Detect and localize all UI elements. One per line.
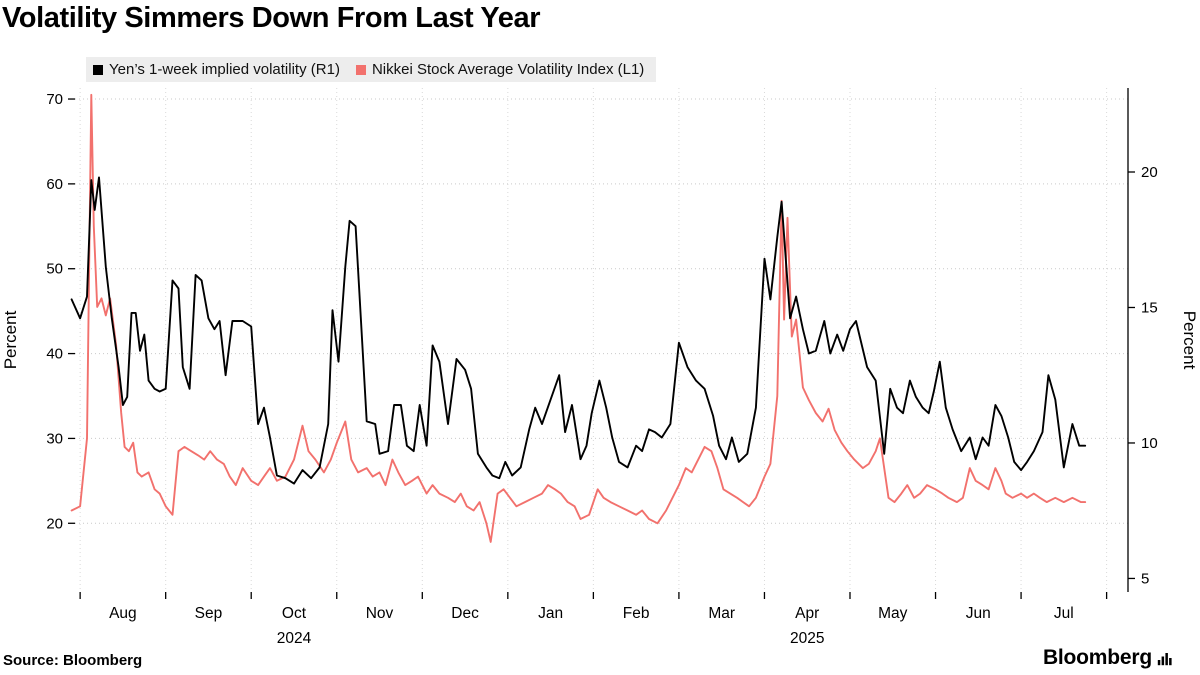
bloomberg-wordmark: Bloomberg [1043,646,1172,670]
chart-title: Volatility Simmers Down From Last Year [2,2,541,34]
svg-text:May: May [878,605,908,622]
svg-text:20: 20 [1141,164,1158,181]
svg-text:Apr: Apr [795,605,819,622]
svg-text:Dec: Dec [451,605,479,622]
svg-text:2024: 2024 [277,630,312,647]
chart-legend: Yen’s 1-week implied volatility (R1) Nik… [86,57,657,82]
svg-text:Percent: Percent [1180,311,1199,370]
svg-text:Jan: Jan [538,605,563,622]
svg-text:Mar: Mar [708,605,735,622]
svg-text:20: 20 [46,515,63,532]
legend-swatch-red-icon [355,64,366,75]
svg-text:5: 5 [1141,570,1149,587]
svg-text:60: 60 [46,176,63,193]
source-caption: Source: Bloomberg [3,652,143,669]
bloomberg-logo-text: Bloomberg [1042,646,1152,669]
svg-text:15: 15 [1141,299,1158,316]
bloomberg-logo-icon [1157,651,1172,666]
svg-text:Percent: Percent [1,310,20,369]
legend-swatch-black-icon [93,64,103,75]
svg-text:Oct: Oct [282,605,307,622]
svg-text:70: 70 [46,91,63,108]
legend-item-nikkei-vi: Nikkei Stock Average Volatility Index (L… [355,61,645,78]
svg-text:Sep: Sep [195,605,223,622]
legend-item-yen-volatility: Yen’s 1-week implied volatility (R1) [93,61,340,78]
svg-text:Jun: Jun [966,605,991,622]
svg-text:Nov: Nov [366,605,394,622]
svg-text:2025: 2025 [790,630,824,647]
svg-text:Jul: Jul [1054,605,1074,622]
svg-text:Feb: Feb [623,605,650,622]
svg-text:Aug: Aug [109,605,137,622]
svg-text:50: 50 [46,261,63,278]
svg-text:10: 10 [1141,435,1158,452]
svg-text:30: 30 [46,430,63,447]
legend-label: Yen’s 1-week implied volatility (R1) [109,61,340,78]
legend-label: Nikkei Stock Average Volatility Index (L… [371,61,645,78]
svg-text:40: 40 [46,346,63,363]
